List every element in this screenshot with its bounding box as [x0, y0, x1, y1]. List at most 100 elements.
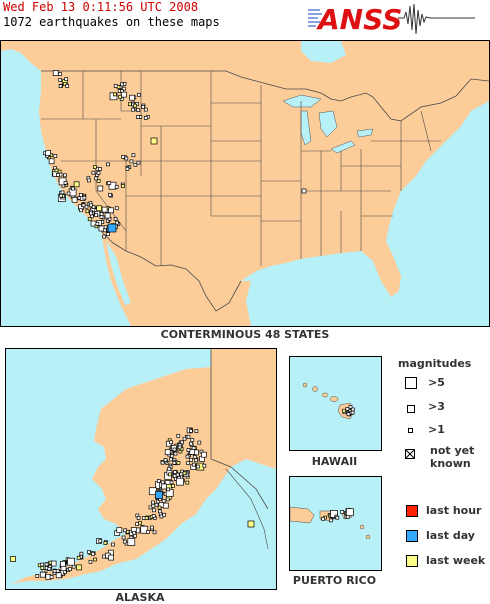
canada-land	[1, 41, 489, 121]
earthquake-marker	[56, 173, 60, 177]
earthquake-marker	[194, 458, 198, 463]
earthquake-marker	[111, 542, 115, 547]
last-day-icon	[406, 530, 418, 542]
earthquake-marker	[106, 232, 110, 236]
earthquake-marker	[161, 483, 167, 490]
coast-borders	[41, 70, 489, 312]
magnitude-3-label: >3	[428, 400, 445, 413]
last-week-label: last week	[426, 554, 486, 567]
earthquake-marker	[76, 564, 82, 571]
earthquake-marker	[39, 571, 46, 578]
earthquake-marker	[151, 514, 156, 518]
earthquake-marker	[186, 448, 191, 452]
earthquake-marker	[191, 446, 196, 450]
earthquake-marker	[120, 82, 124, 87]
earthquake-marker	[86, 178, 91, 183]
earthquake-marker	[160, 480, 165, 485]
conus-map[interactable]	[0, 40, 490, 327]
earthquake-marker	[79, 551, 84, 556]
earthquake-marker	[71, 196, 78, 203]
earthquake-marker	[133, 103, 138, 108]
legend-title: magnitudes	[398, 357, 472, 370]
earthquake-marker	[201, 451, 207, 458]
earthquake-marker	[164, 449, 171, 456]
earthquake-marker	[121, 86, 126, 91]
earthquake-marker	[67, 557, 75, 566]
earthquake-marker	[350, 410, 355, 415]
earthquake-marker	[97, 185, 104, 192]
earthquake-marker	[132, 530, 137, 535]
alaska-map[interactable]	[5, 348, 277, 590]
earthquake-marker	[329, 518, 333, 523]
earthquake-marker	[113, 92, 117, 97]
earthquake-marker	[150, 137, 158, 145]
earthquake-marker	[63, 180, 68, 185]
last-hour-label: last hour	[426, 504, 482, 517]
magnitude-unknown-label: not yet known	[430, 444, 475, 470]
earthquake-marker	[35, 574, 40, 578]
great-lakes	[282, 94, 374, 154]
earthquake-marker	[91, 170, 96, 175]
earthquake-marker	[176, 434, 181, 438]
earthquake-marker	[99, 215, 104, 219]
hawaii-caption: HAWAII	[311, 455, 358, 468]
earthquake-marker	[143, 107, 148, 112]
earthquake-marker	[94, 176, 98, 181]
earthquake-marker	[247, 520, 255, 528]
earthquake-marker	[133, 162, 138, 167]
earthquake-marker	[106, 162, 110, 167]
earthquake-marker	[346, 508, 354, 517]
earthquake-marker	[169, 480, 174, 485]
puerto-rico-quake-markers	[321, 508, 354, 523]
earthquake-marker	[167, 466, 172, 471]
earthquake-marker	[89, 203, 93, 208]
earthquake-marker	[202, 463, 207, 468]
earthquake-marker	[121, 184, 125, 188]
earthquake-marker	[154, 502, 159, 507]
earthquake-marker	[98, 167, 102, 171]
earthquake-marker	[179, 472, 184, 477]
earthquake-marker	[150, 525, 154, 530]
earthquake-marker	[129, 159, 134, 164]
earthquake-marker	[95, 221, 100, 226]
earthquake-marker	[152, 508, 156, 513]
earthquake-marker	[189, 441, 193, 446]
earthquake-marker	[71, 564, 76, 569]
alaska-quake-markers	[10, 427, 255, 580]
earthquake-marker	[166, 487, 171, 492]
earthquake-marker	[91, 551, 95, 556]
earthquake-marker	[107, 223, 117, 233]
earthquake-marker	[172, 461, 177, 465]
earthquake-marker	[190, 438, 195, 443]
earthquake-marker	[81, 203, 86, 208]
earthquake-marker	[151, 503, 156, 508]
earthquake-marker	[79, 208, 83, 213]
earthquake-marker	[177, 445, 182, 450]
magnitude-1-label: >1	[428, 423, 445, 436]
earthquake-marker	[105, 218, 110, 223]
earthquake-marker	[60, 560, 66, 567]
earthquake-marker	[48, 158, 55, 165]
magnitude-5-icon	[405, 377, 417, 389]
earthquake-marker	[186, 434, 191, 439]
earthquake-marker	[143, 116, 148, 120]
earthquake-marker	[121, 535, 126, 540]
earthquake-marker	[93, 165, 97, 169]
earthquake-marker	[114, 206, 119, 211]
earthquake-marker	[98, 539, 103, 543]
earthquake-marker	[103, 541, 108, 545]
earthquake-marker	[192, 455, 197, 459]
earthquake-marker	[94, 213, 99, 217]
hawaii-map[interactable]	[289, 356, 382, 451]
puerto-rico-map[interactable]	[289, 476, 382, 571]
earthquake-marker	[345, 407, 350, 411]
earthquake-marker	[330, 510, 338, 518]
earthquake-marker	[59, 193, 64, 198]
earthquake-marker	[162, 502, 169, 509]
earthquake-marker	[160, 460, 165, 465]
earthquake-marker	[136, 516, 141, 520]
earthquake-marker	[114, 184, 119, 189]
alaska-caption: ALASKA	[115, 591, 165, 604]
earthquake-marker	[136, 108, 141, 112]
logo-waves-icon	[308, 9, 322, 27]
